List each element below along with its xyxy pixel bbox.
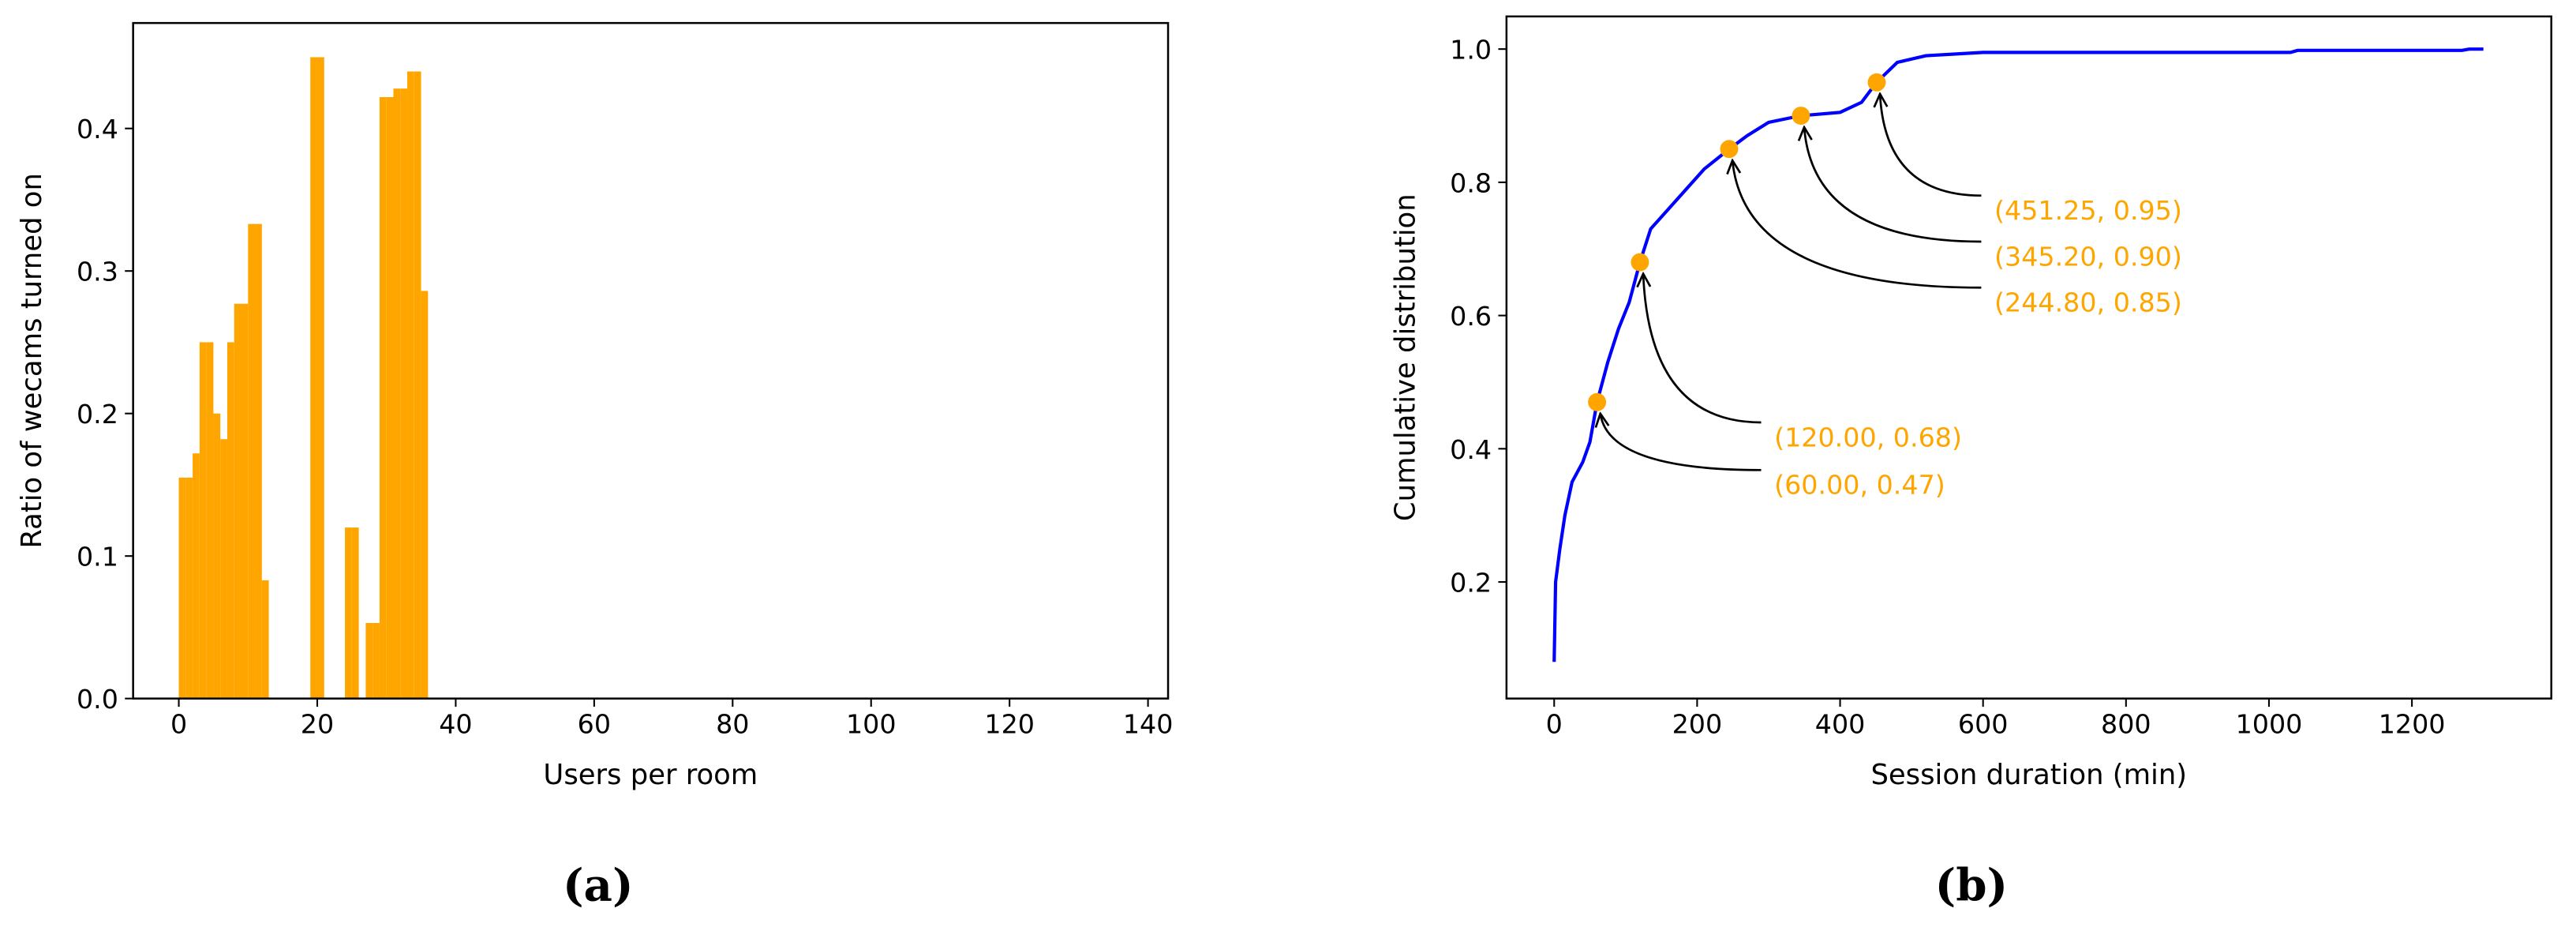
x-axis-label: Session duration (min) [1870,759,2187,791]
x-axis-label: Users per room [543,759,758,791]
bar [365,623,373,699]
bar [414,71,421,699]
bar [241,303,249,699]
annotation-label: (120.00, 0.68) [1774,422,1962,452]
annotation-arrow [1601,414,1762,471]
bar [199,342,207,699]
bar [248,223,256,699]
x-tick-label: 120 [984,708,1035,739]
y-tick-label: 0.4 [1450,434,1492,465]
y-axis-label: Ratio of wecams turned on [16,173,48,549]
x-tick-label: 80 [716,708,749,739]
annotation-label: (244.80, 0.85) [1994,287,2182,318]
bar [227,342,234,699]
bar [261,580,269,699]
annotation-arrow [1643,274,1762,424]
bar [386,96,394,699]
bar [178,477,186,699]
y-tick-label: 0.0 [77,684,118,715]
x-tick-label: 200 [1672,708,1723,739]
annotation-marker [1720,140,1739,159]
annotation-label: (60.00, 0.47) [1774,470,1945,501]
x-tick-label: 800 [2101,708,2151,739]
y-tick-label: 0.1 [77,542,118,572]
y-tick-label: 1.0 [1450,35,1492,66]
y-tick-label: 0.4 [77,114,118,144]
plot-frame [132,21,1170,700]
x-tick-label: 0 [170,708,187,739]
bar [407,71,414,699]
bar [213,413,221,699]
x-tick-label: 140 [1123,708,1174,739]
x-tick-label: 40 [439,708,472,739]
bar [234,303,242,699]
subfigure-caption: (a) [563,860,634,912]
annotation-arrow [1732,160,1982,289]
y-tick-label: 0.3 [77,257,118,287]
subfigure-caption: (b) [1935,860,2008,912]
bar [351,527,359,699]
x-tick-label: 600 [1958,708,2009,739]
annotation-marker [1792,107,1810,125]
bar [345,527,352,699]
x-tick-label: 20 [301,708,334,739]
y-tick-label: 0.6 [1450,301,1492,332]
bar [393,88,401,699]
plot-frame [1505,15,2552,700]
bar [379,96,387,699]
bar [310,57,317,699]
bar [193,453,200,699]
bar [373,623,380,699]
x-tick-label: 60 [578,708,611,739]
annotation-label: (345.20, 0.90) [1994,241,2182,272]
bar [400,88,408,699]
annotation-label: (451.25, 0.95) [1994,195,2182,226]
bar [255,223,262,699]
cdf-line [1552,47,2484,662]
bar [421,291,429,699]
y-tick-label: 0.8 [1450,167,1492,198]
annotation-marker [1588,392,1607,411]
bar [316,57,324,699]
bar [185,477,193,699]
y-axis-label: Cumulative distribution [1389,193,1421,521]
x-tick-label: 1000 [2236,708,2303,739]
annotation-marker [1867,73,1886,92]
annotation-arrow [1804,127,1982,243]
y-tick-label: 0.2 [1450,568,1492,599]
annotation-marker [1631,253,1649,272]
x-tick-label: 100 [846,708,897,739]
x-tick-label: 0 [1546,708,1563,739]
y-tick-label: 0.2 [77,399,118,430]
bar [206,342,214,699]
annotation-arrow [1880,94,1982,197]
x-tick-label: 400 [1815,708,1866,739]
bar [220,439,227,699]
x-tick-label: 1200 [2379,708,2446,739]
